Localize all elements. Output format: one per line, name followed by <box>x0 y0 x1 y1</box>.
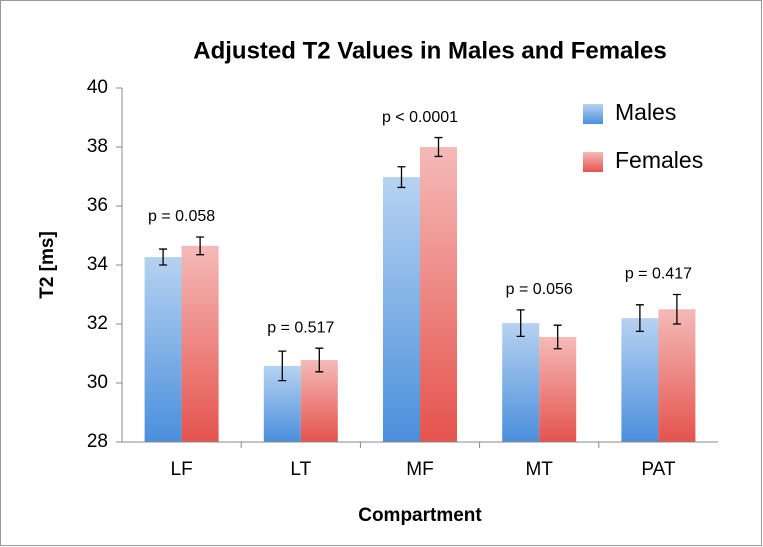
legend-swatch <box>583 104 603 124</box>
annotation: p = 0.517 <box>267 319 334 336</box>
error-bar <box>159 248 168 266</box>
y-axis-label: T2 [ms] <box>37 231 58 299</box>
x-tick-label: MF <box>406 459 433 480</box>
error-bar <box>196 236 205 256</box>
legend-swatch <box>583 152 603 172</box>
error-bar <box>434 136 443 158</box>
error-bar <box>397 166 406 189</box>
x-tick-label: PAT <box>641 459 676 480</box>
error-bar <box>516 309 525 338</box>
x-tick-label: MT <box>525 459 553 480</box>
error-bar <box>278 350 287 382</box>
y-tick-label: 38 <box>87 136 108 157</box>
legend-label: Females <box>615 147 703 173</box>
error-bar <box>315 347 324 373</box>
annotation: p = 0.058 <box>148 208 215 225</box>
bar <box>420 147 457 442</box>
y-tick-label: 40 <box>87 77 108 98</box>
bar <box>144 257 182 442</box>
bar <box>300 359 338 442</box>
bar <box>539 336 577 442</box>
error-bar <box>672 293 681 325</box>
x-tick-label: LF <box>171 459 193 480</box>
bar <box>181 245 219 442</box>
y-tick-label: 36 <box>87 195 108 216</box>
y-tick-label: 28 <box>87 431 108 452</box>
error-bar <box>553 324 562 350</box>
bar <box>621 318 659 442</box>
x-tick-label: LT <box>290 459 311 480</box>
y-tick-label: 32 <box>87 313 108 334</box>
x-axis-label: Compartment <box>358 505 482 526</box>
bar <box>502 323 540 442</box>
bar <box>658 309 696 442</box>
chart-title: Adjusted T2 Values in Males and Females <box>193 37 667 64</box>
annotation: p < 0.0001 <box>382 109 458 126</box>
legend-label: Males <box>615 99 676 125</box>
annotation: p = 0.056 <box>506 281 573 298</box>
bar <box>383 177 420 442</box>
y-tick-label: 34 <box>87 254 109 275</box>
error-bar <box>635 304 644 333</box>
y-tick-label: 30 <box>87 372 108 393</box>
annotation: p = 0.417 <box>625 266 692 283</box>
